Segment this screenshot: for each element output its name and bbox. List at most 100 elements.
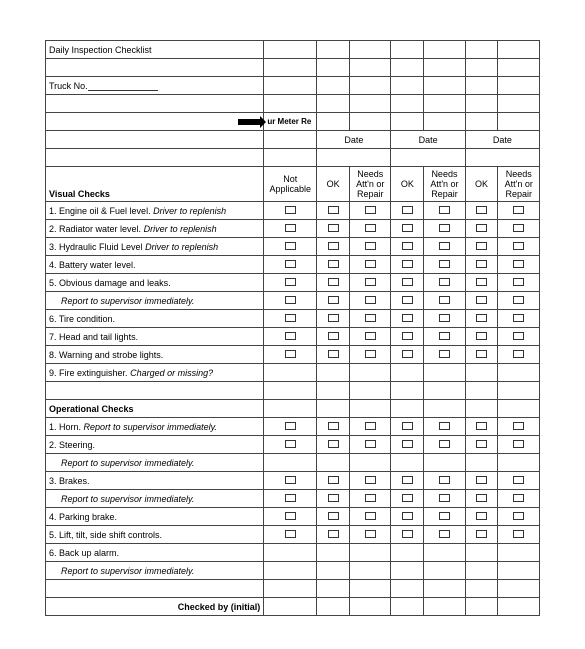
checkbox[interactable] <box>328 440 339 448</box>
checkbox[interactable] <box>513 260 524 268</box>
checkbox-cell[interactable] <box>391 310 424 328</box>
checkbox[interactable] <box>328 530 339 538</box>
checkbox[interactable] <box>365 512 376 520</box>
checkbox[interactable] <box>402 332 413 340</box>
checkbox-cell[interactable] <box>498 202 540 220</box>
checkbox-cell[interactable] <box>424 508 465 526</box>
checkbox-cell[interactable] <box>264 436 317 454</box>
checkbox-cell[interactable] <box>264 238 317 256</box>
checkbox-cell[interactable] <box>465 472 498 490</box>
checkbox[interactable] <box>402 278 413 286</box>
checkbox[interactable] <box>513 314 524 322</box>
checkbox-cell[interactable] <box>391 328 424 346</box>
checkbox[interactable] <box>476 314 487 322</box>
checkbox-cell[interactable] <box>498 274 540 292</box>
checkbox[interactable] <box>439 332 450 340</box>
checkbox[interactable] <box>513 530 524 538</box>
checkbox[interactable] <box>285 314 296 322</box>
checkbox-cell[interactable] <box>317 418 350 436</box>
checkbox-cell[interactable] <box>498 418 540 436</box>
checkbox[interactable] <box>439 350 450 358</box>
checkbox-cell[interactable] <box>317 472 350 490</box>
checkbox[interactable] <box>328 242 339 250</box>
checkbox-cell[interactable] <box>424 436 465 454</box>
checkbox-cell[interactable] <box>350 526 391 544</box>
checkbox[interactable] <box>402 530 413 538</box>
checkbox-cell[interactable] <box>264 310 317 328</box>
checkbox-cell[interactable] <box>317 328 350 346</box>
checkbox-cell[interactable] <box>465 238 498 256</box>
checkbox[interactable] <box>476 260 487 268</box>
checkbox[interactable] <box>365 278 376 286</box>
checkbox-cell[interactable] <box>465 274 498 292</box>
checkbox[interactable] <box>439 224 450 232</box>
checkbox[interactable] <box>328 422 339 430</box>
checkbox-cell[interactable] <box>317 220 350 238</box>
checkbox-cell[interactable] <box>317 436 350 454</box>
checkbox[interactable] <box>439 440 450 448</box>
checkbox-cell[interactable] <box>424 202 465 220</box>
checkbox[interactable] <box>402 512 413 520</box>
checkbox[interactable] <box>476 512 487 520</box>
checkbox[interactable] <box>402 296 413 304</box>
checkbox-cell[interactable] <box>264 508 317 526</box>
checkbox-cell[interactable] <box>350 292 391 310</box>
checkbox[interactable] <box>476 206 487 214</box>
checkbox-cell[interactable] <box>350 310 391 328</box>
checkbox-cell[interactable] <box>424 490 465 508</box>
checkbox-cell[interactable] <box>424 256 465 274</box>
checkbox-cell[interactable] <box>350 328 391 346</box>
checkbox-cell[interactable] <box>465 508 498 526</box>
checkbox-cell[interactable] <box>317 256 350 274</box>
checkbox[interactable] <box>285 260 296 268</box>
checkbox-cell[interactable] <box>424 328 465 346</box>
checkbox-cell[interactable] <box>391 508 424 526</box>
checkbox[interactable] <box>513 350 524 358</box>
checkbox[interactable] <box>402 422 413 430</box>
checkbox-cell[interactable] <box>391 274 424 292</box>
checkbox[interactable] <box>365 350 376 358</box>
checkbox[interactable] <box>402 206 413 214</box>
checkbox[interactable] <box>285 494 296 502</box>
checkbox-cell[interactable] <box>391 346 424 364</box>
checkbox-cell[interactable] <box>317 346 350 364</box>
checkbox-cell[interactable] <box>350 490 391 508</box>
checkbox[interactable] <box>476 296 487 304</box>
checkbox-cell[interactable] <box>350 256 391 274</box>
checkbox-cell[interactable] <box>350 238 391 256</box>
checkbox[interactable] <box>365 296 376 304</box>
checkbox-cell[interactable] <box>317 310 350 328</box>
checkbox[interactable] <box>402 224 413 232</box>
checkbox-cell[interactable] <box>424 418 465 436</box>
checkbox[interactable] <box>476 278 487 286</box>
checkbox-cell[interactable] <box>498 328 540 346</box>
checkbox-cell[interactable] <box>264 490 317 508</box>
checkbox[interactable] <box>328 314 339 322</box>
checkbox-cell[interactable] <box>391 238 424 256</box>
checkbox-cell[interactable] <box>498 526 540 544</box>
checkbox[interactable] <box>439 422 450 430</box>
checkbox[interactable] <box>328 278 339 286</box>
checkbox-cell[interactable] <box>465 526 498 544</box>
checkbox[interactable] <box>285 440 296 448</box>
checkbox[interactable] <box>513 440 524 448</box>
checkbox[interactable] <box>513 422 524 430</box>
checkbox[interactable] <box>402 350 413 358</box>
checkbox[interactable] <box>365 224 376 232</box>
checkbox-cell[interactable] <box>391 436 424 454</box>
checkbox[interactable] <box>439 206 450 214</box>
checkbox[interactable] <box>365 206 376 214</box>
checkbox[interactable] <box>439 530 450 538</box>
checkbox-cell[interactable] <box>350 418 391 436</box>
checkbox[interactable] <box>513 512 524 520</box>
checkbox-cell[interactable] <box>498 310 540 328</box>
checkbox[interactable] <box>476 242 487 250</box>
checkbox[interactable] <box>439 260 450 268</box>
checkbox[interactable] <box>328 512 339 520</box>
checkbox-cell[interactable] <box>424 526 465 544</box>
checkbox[interactable] <box>513 494 524 502</box>
checkbox-cell[interactable] <box>498 472 540 490</box>
checkbox[interactable] <box>476 440 487 448</box>
checkbox[interactable] <box>365 476 376 484</box>
checkbox[interactable] <box>285 332 296 340</box>
